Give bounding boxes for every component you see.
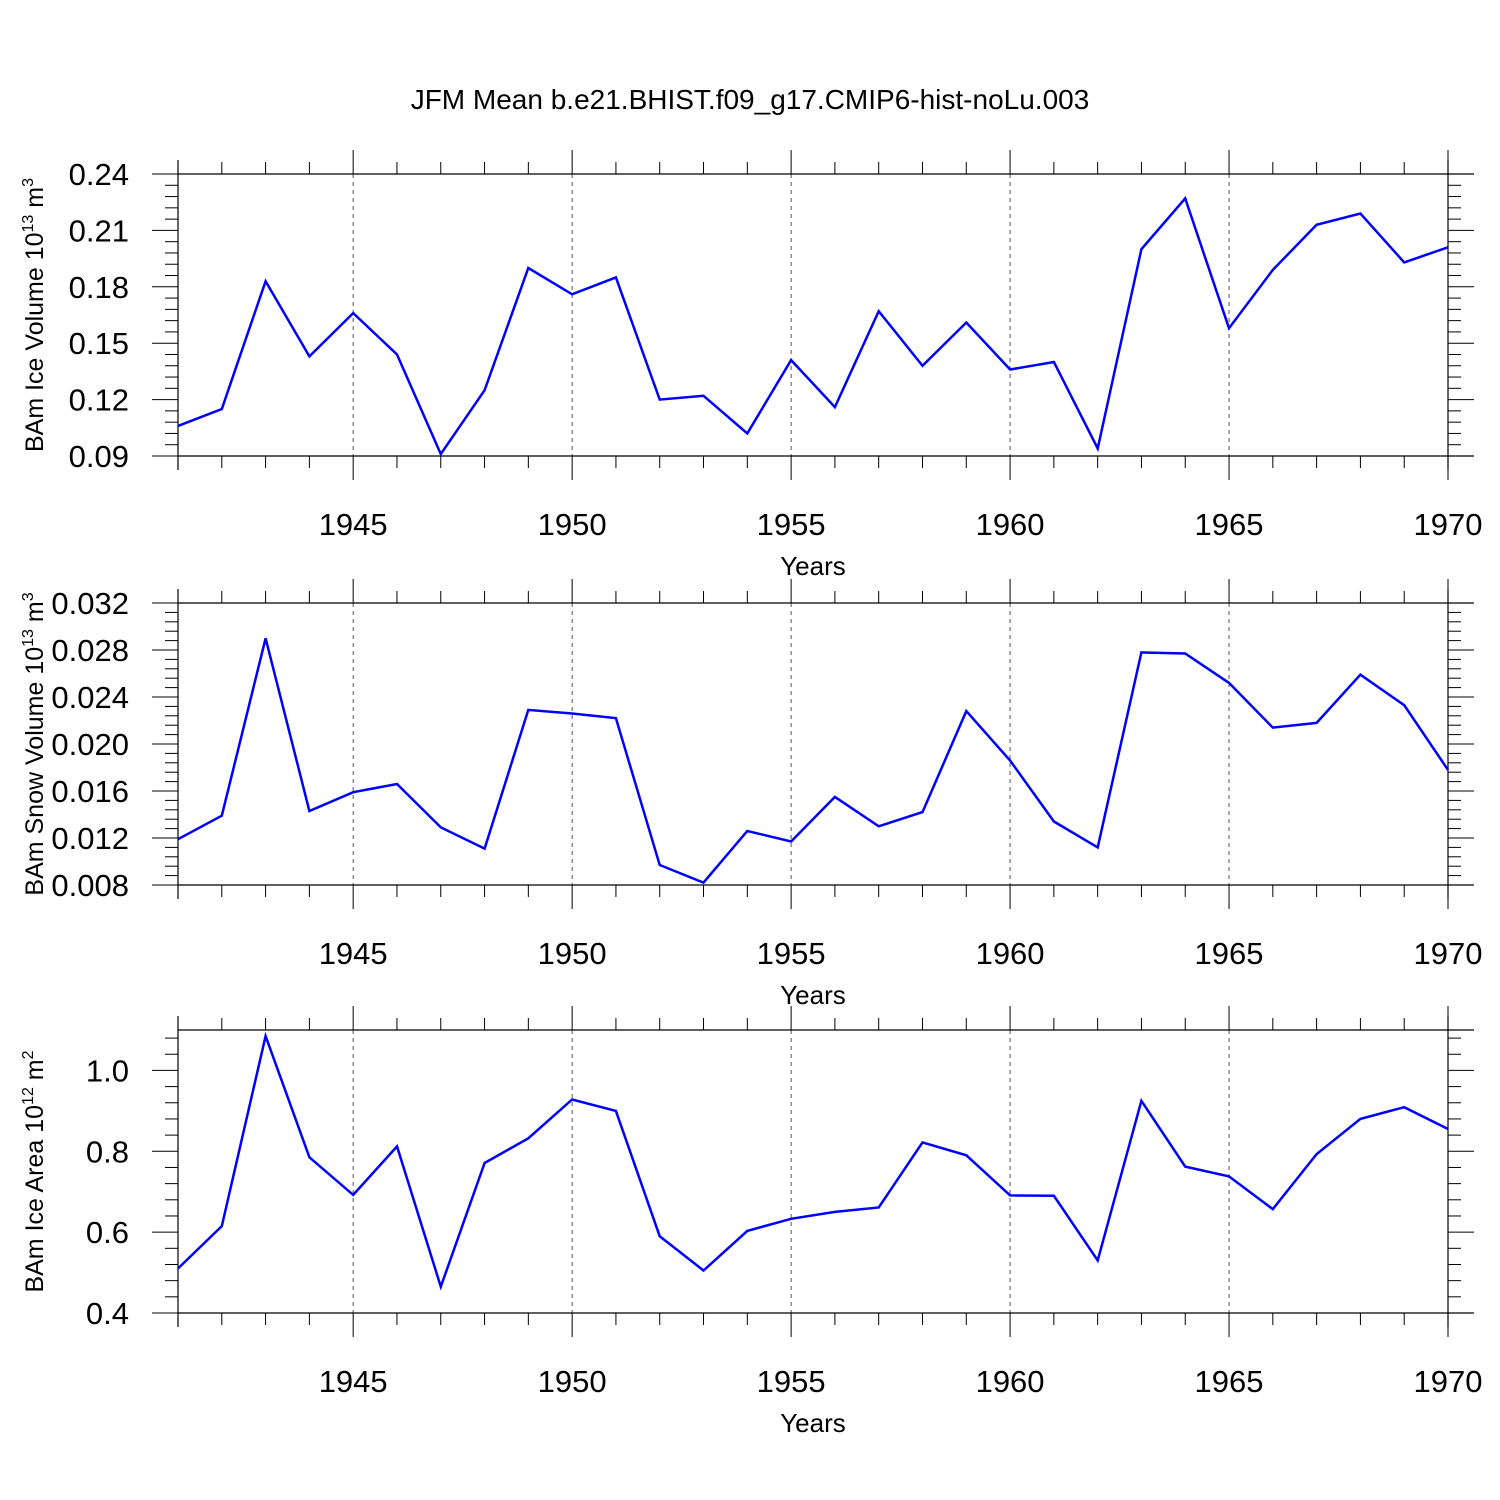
y-axis-label-text: m [21, 187, 49, 215]
y-axis-label-text: BAm Ice Area 10 [21, 1105, 49, 1293]
x-tick-label: 1950 [538, 936, 607, 971]
x-tick-label: 1965 [1195, 936, 1264, 971]
y-tick-label: 0.032 [51, 586, 129, 621]
y-axis-label-superscript: 3 [20, 178, 37, 187]
y-tick-label: 0.028 [51, 633, 129, 668]
chart-panel-1: 0.09 0.12 0.15 0.18 0.21 0.24 1945 1950 1955 1960… [20, 150, 1482, 581]
chart-panel-3: 0.4 0.6 0.8 1.0 1945 1950 1955 1960 1965 1970 Year… [20, 1006, 1482, 1438]
y-axis-label-text: m [21, 601, 49, 629]
y-tick-label: 0.18 [69, 270, 129, 305]
series-line [177, 1031, 1449, 1291]
y-tick-label: 0.008 [51, 868, 129, 903]
y-tick-label: 0.21 [69, 213, 129, 248]
y-tick-label: 0.12 [69, 383, 129, 418]
y-tick-label: 0.09 [69, 439, 129, 474]
x-tick-label: 1960 [976, 1364, 1045, 1399]
y-tick-label: 0.8 [86, 1134, 129, 1169]
y-axis-label: BAm Snow Volume 1013 m3 [20, 592, 49, 895]
y-tick-label: 0.6 [86, 1215, 129, 1250]
y-axis-label-superscript: 12 [20, 1087, 37, 1105]
y-axis-label-superscript: 2 [20, 1050, 37, 1059]
x-tick-label: 1945 [319, 936, 388, 971]
x-tick-label: 1955 [757, 1364, 826, 1399]
y-tick-label: 0.4 [86, 1296, 129, 1331]
y-axis-label-text: BAm Snow Volume 10 [21, 647, 49, 896]
y-axis-label: BAm Ice Volume 1013 m3 [20, 178, 49, 452]
x-tick-label: 1960 [976, 936, 1045, 971]
y-axis-label-superscript: 13 [20, 629, 37, 647]
x-tick-label: 1955 [757, 507, 826, 542]
x-tick-label: 1970 [1414, 507, 1483, 542]
series-line [177, 195, 1449, 457]
y-axis-label-superscript: 13 [20, 215, 37, 233]
x-axis-label: Years [780, 980, 846, 1010]
y-tick-label: 0.024 [51, 680, 129, 715]
x-tick-label: 1970 [1414, 1364, 1483, 1399]
y-tick-label: 0.15 [69, 326, 129, 361]
y-tick-label: 0.24 [69, 157, 129, 192]
series-line [177, 637, 1450, 885]
y-tick-label: 0.016 [51, 774, 129, 809]
y-tick-label: 0.012 [51, 821, 129, 856]
x-tick-label: 1945 [319, 1364, 388, 1399]
y-tick-label: 1.0 [86, 1053, 129, 1088]
y-axis-label: BAm Ice Area 1012 m2 [20, 1050, 49, 1292]
chart-panel-2: 0.008 0.012 0.016 0.020 0.024 0.028 0.032 1945 1… [20, 579, 1482, 1010]
x-tick-label: 1965 [1195, 507, 1264, 542]
x-tick-label: 1955 [757, 936, 826, 971]
x-tick-label: 1965 [1195, 1364, 1264, 1399]
x-tick-label: 1950 [538, 1364, 607, 1399]
x-tick-label: 1970 [1414, 936, 1483, 971]
x-axis-label: Years [780, 551, 846, 581]
y-axis-label-superscript: 3 [20, 592, 37, 601]
y-axis-label-text: BAm Ice Volume 10 [21, 232, 49, 452]
x-tick-label: 1945 [319, 507, 388, 542]
x-axis-label: Years [780, 1408, 846, 1438]
x-tick-label: 1950 [538, 507, 607, 542]
y-axis-label-text: m [21, 1059, 49, 1087]
chart-title: JFM Mean b.e21.BHIST.f09_g17.CMIP6-hist-… [410, 84, 1090, 115]
x-tick-label: 1960 [976, 507, 1045, 542]
y-tick-label: 0.020 [51, 727, 129, 762]
